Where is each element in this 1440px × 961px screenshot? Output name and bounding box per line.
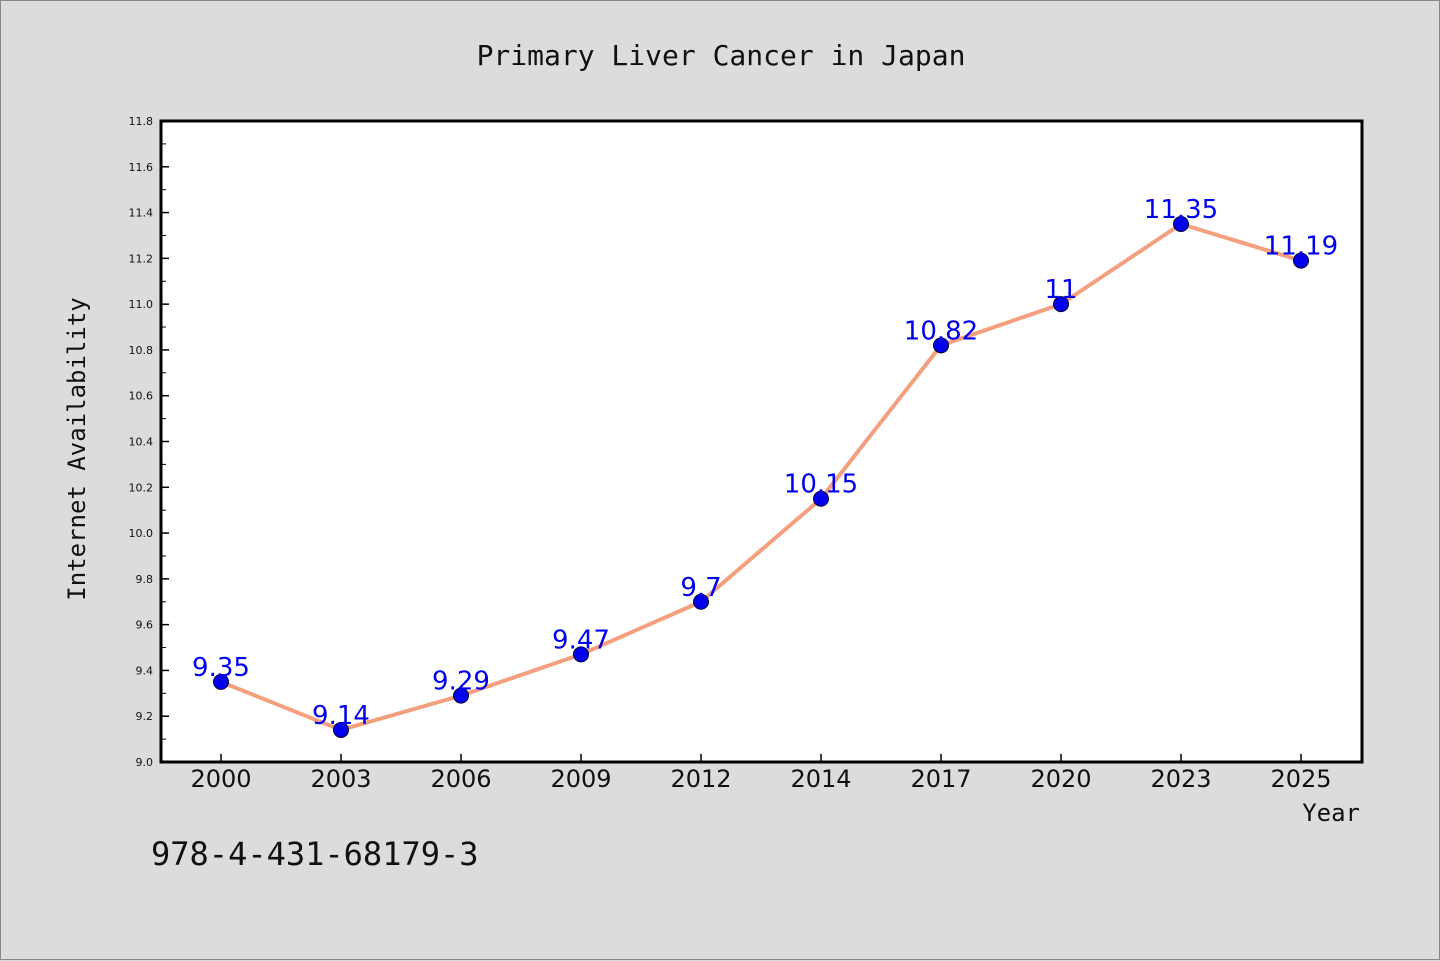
x-tick-label: 2006: [430, 765, 491, 793]
y-axis: 9.0 9.2 9.4 9.6 9.8 10.0 10.2 10.4 10.6 10.8 11.0 1…: [129, 115, 169, 769]
data-label: 11.19: [1264, 232, 1338, 262]
data-label: 9.47: [552, 625, 610, 655]
data-point: [1173, 216, 1189, 233]
data-label: 9.14: [312, 701, 370, 731]
y-tick-label: 10.4: [129, 436, 154, 449]
x-axis-label: Year: [1302, 799, 1360, 827]
y-tick-label: 9.6: [136, 619, 154, 632]
plot-area: [159, 119, 1364, 764]
data-point: [933, 337, 949, 354]
y-tick-label: 11.0: [129, 298, 154, 311]
x-axis: 2000 2003 2006 2009 2012 2014 2017 2020 2023 2025: [190, 754, 1332, 793]
data-point: [453, 687, 469, 704]
x-tick-label: 2023: [1150, 765, 1211, 793]
y-tick-label: 9.2: [136, 710, 154, 723]
x-tick-label: 2020: [1030, 765, 1091, 793]
data-label: 10.15: [784, 470, 858, 500]
data-label: 9.7: [680, 573, 721, 603]
chart-title: Primary Liver Cancer in Japan: [477, 39, 966, 72]
data-label: 9.29: [432, 667, 490, 697]
data-label: 11: [1044, 275, 1077, 305]
y-tick-label: 11.8: [129, 115, 154, 128]
x-tick-label: 2025: [1270, 765, 1331, 793]
data-label: 9.35: [192, 653, 250, 683]
x-tick-label: 2009: [550, 765, 611, 793]
data-point: [573, 646, 589, 663]
x-tick-label: 2017: [910, 765, 971, 793]
y-tick-label: 10.0: [129, 527, 154, 540]
data-point: [333, 721, 349, 738]
y-tick-label: 10.8: [129, 344, 154, 357]
isbn-text: 978-4-431-68179-3: [151, 835, 479, 873]
x-tick-label: 2012: [670, 765, 731, 793]
x-tick-label: 2014: [790, 765, 851, 793]
y-tick-label: 10.6: [129, 390, 154, 403]
y-tick-label: 11.4: [129, 207, 154, 220]
data-point: [213, 673, 229, 690]
y-tick-label: 11.2: [129, 252, 154, 265]
series-line: [220, 222, 1302, 732]
data-point: [813, 490, 829, 507]
y-tick-label: 9.8: [136, 573, 154, 586]
x-tick-label: 2000: [190, 765, 251, 793]
y-tick-label: 9.4: [136, 664, 154, 677]
data-label: 11.35: [1144, 195, 1218, 225]
data-point: [693, 593, 709, 610]
data-label: 10.82: [904, 316, 978, 346]
y-tick-label: 10.2: [129, 481, 154, 494]
y-tick-label: 9.0: [136, 756, 154, 769]
x-tick-label: 2003: [310, 765, 371, 793]
data-point: [1293, 252, 1309, 269]
y-tick-label: 11.6: [129, 161, 154, 174]
data-point: [1053, 296, 1069, 313]
series-layer: 9.35 9.14 9.29 9.47 9.7 10.15 10.82 11 11.35 11.1…: [192, 195, 1338, 738]
y-axis-label: Internet Availability: [63, 297, 91, 600]
